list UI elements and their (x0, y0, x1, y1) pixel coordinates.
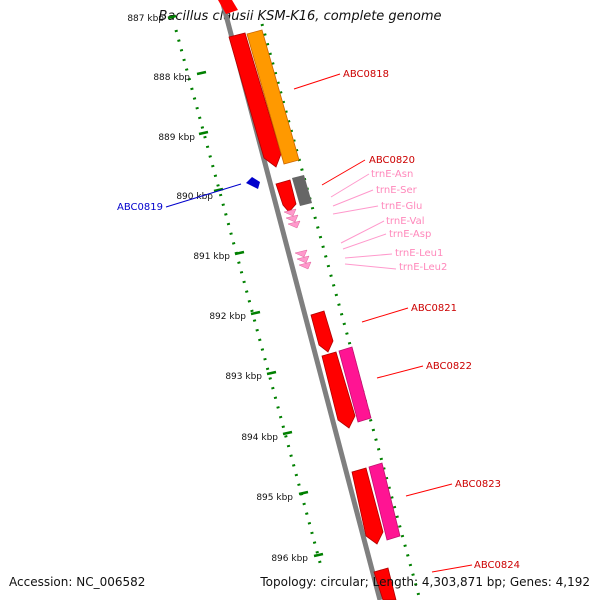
tick-label: 895 kbp (256, 493, 293, 503)
trna-label[interactable]: trnE-Asn (371, 169, 413, 180)
tick-label: 888 kbp (153, 73, 190, 83)
leader-line (361, 307, 409, 323)
tick-label: 887 kbp (127, 14, 164, 24)
leader-line (344, 253, 393, 259)
tick-label: 894 kbp (241, 433, 278, 443)
gene-feature-abc0823[interactable] (368, 462, 401, 541)
ruler-tick (313, 552, 324, 558)
ruler-tick (196, 70, 207, 76)
ruler-tick (167, 14, 177, 20)
leader-line (293, 73, 341, 90)
topology-label: Topology: circular; Length: 4,303,871 bp… (260, 575, 590, 589)
gene-feature-abc0820[interactable] (292, 175, 312, 206)
tick-label: 890 kbp (176, 192, 213, 202)
tick-label: 896 kbp (271, 554, 308, 564)
leader-line (340, 220, 385, 244)
ruler-tick (266, 370, 277, 376)
ruler-tick (282, 430, 293, 436)
trna-feature[interactable] (294, 249, 308, 258)
trna-feature[interactable] (287, 220, 301, 229)
gene-label-abc0820[interactable]: ABC0820 (369, 155, 415, 166)
leader-line (332, 189, 374, 207)
tick-label: 889 kbp (158, 133, 195, 143)
gene-feature-abc0818[interactable] (246, 29, 300, 165)
leader-line (332, 205, 379, 215)
gene-feature-abc0823-red[interactable] (351, 467, 384, 545)
ruler-tick (250, 310, 261, 316)
gene-feature-abc0824[interactable] (373, 567, 397, 600)
trna-label[interactable]: trnE-Glu (381, 201, 422, 212)
gene-feature-abc0819[interactable] (246, 177, 260, 189)
gene-feature-abc0818-red[interactable] (228, 32, 282, 168)
ruler-tick (213, 187, 224, 193)
gene-feature-abc0821[interactable] (310, 310, 334, 353)
ruler-ticks (167, 14, 324, 558)
trna-feature[interactable] (296, 255, 310, 264)
trna-feature[interactable] (283, 208, 297, 217)
trna-label[interactable]: trnE-Val (386, 216, 425, 227)
leader-line (431, 564, 473, 573)
ruler-tick (298, 490, 309, 496)
gene-label-abc0818[interactable]: ABC0818 (343, 69, 389, 80)
trna-label[interactable]: trnE-Ser (376, 185, 418, 196)
leader-line (344, 263, 397, 270)
ruler-tick (198, 130, 209, 136)
gene-feature-partial[interactable] (218, 0, 238, 14)
tick-label: 892 kbp (209, 312, 246, 322)
trna-feature[interactable] (298, 261, 312, 270)
leader-line (165, 183, 242, 208)
leader-line (321, 159, 366, 186)
trna-features (283, 208, 312, 270)
trna-label[interactable]: trnE-Leu2 (399, 262, 447, 273)
gene-label-abc0822[interactable]: ABC0822 (426, 361, 472, 372)
gene-feature-abc0822[interactable] (338, 346, 372, 423)
accession-label: Accession: NC_006582 (9, 575, 146, 589)
leader-line (376, 365, 424, 379)
gene-label-abc0821[interactable]: ABC0821 (411, 303, 457, 314)
trna-feature[interactable] (285, 214, 299, 223)
gene-label-abc0824[interactable]: ABC0824 (474, 560, 520, 571)
ruler-tick (234, 250, 245, 256)
gene-feature-abc0822-red[interactable] (321, 351, 356, 429)
tick-label: 893 kbp (225, 372, 262, 382)
leader-line (405, 483, 453, 497)
gene-label-abc0819[interactable]: ABC0819 (117, 202, 163, 213)
leader-line (330, 173, 370, 198)
leader-line (342, 233, 387, 250)
gene-feature-abc0820-red[interactable] (275, 179, 297, 213)
gene-features (218, 0, 401, 600)
gene-label-abc0823[interactable]: ABC0823 (455, 479, 501, 490)
trna-label[interactable]: trnE-Leu1 (395, 248, 443, 259)
trna-label[interactable]: trnE-Asp (389, 229, 431, 240)
leader-lines (165, 73, 473, 573)
tick-label: 891 kbp (193, 252, 230, 262)
